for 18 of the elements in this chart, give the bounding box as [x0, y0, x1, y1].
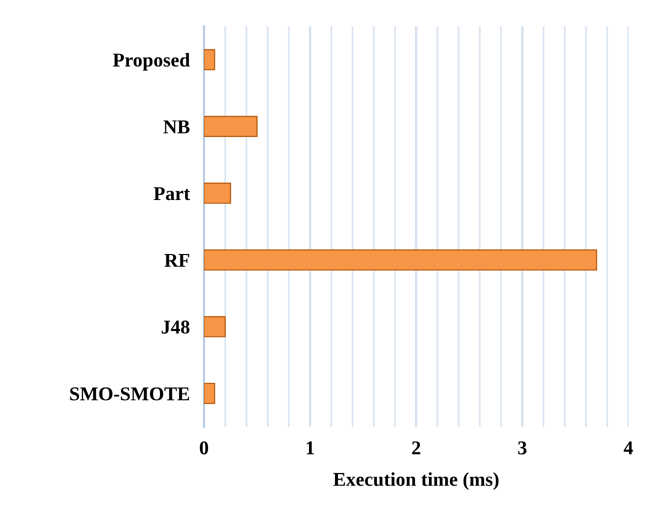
x-tick-label: 4 — [624, 441, 633, 454]
x-axis-title: Execution time (ms) — [333, 472, 498, 490]
y-tick-label: J48 — [162, 320, 190, 334]
bar — [204, 116, 258, 138]
y-tick-label: RF — [164, 254, 190, 267]
y-tick-label: Part — [154, 187, 190, 200]
y-tick-label: SMO-SMOTE — [70, 387, 190, 400]
bar — [204, 49, 216, 70]
bar — [204, 316, 226, 338]
y-tick-label: Proposed — [112, 52, 190, 71]
y-tick-label: NB — [163, 120, 190, 134]
bar — [204, 382, 216, 404]
x-tick-label: 1 — [306, 441, 314, 454]
bar — [204, 249, 598, 271]
bar — [204, 182, 232, 204]
x-tick-label: 0 — [200, 441, 208, 454]
x-tick-label: 3 — [518, 441, 526, 454]
x-tick-label: 2 — [412, 441, 420, 454]
